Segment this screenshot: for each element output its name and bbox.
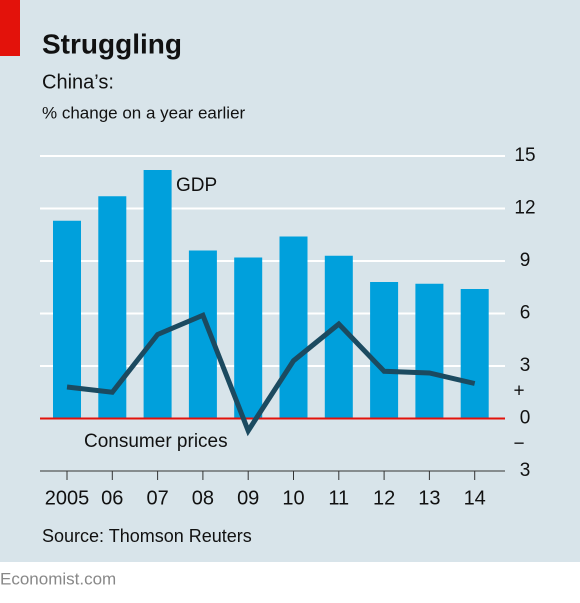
- red-tag: [0, 0, 20, 56]
- y-tick-label: 15: [514, 145, 535, 166]
- bar: [415, 283, 444, 419]
- series-label: Consumer prices: [84, 431, 228, 452]
- y-tick-label: 9: [520, 250, 531, 271]
- x-tick-label: 10: [282, 487, 304, 509]
- bar: [234, 257, 263, 419]
- y-tick-label: 12: [514, 198, 535, 219]
- bar: [98, 196, 127, 419]
- y-tick-label: 6: [520, 303, 531, 324]
- source: Source: Thomson Reuters: [42, 526, 252, 546]
- x-tick-label: 13: [418, 487, 440, 509]
- y-tick-label: 3: [520, 460, 531, 481]
- sign-label: −: [513, 434, 524, 455]
- footer: Economist.com: [0, 569, 116, 588]
- y-axis-label: % change on a year earlier: [42, 103, 246, 122]
- chart-title: Struggling: [42, 28, 182, 59]
- line: [66, 311, 476, 437]
- x-tick-label: 11: [328, 487, 349, 509]
- x-tick-label: 14: [464, 487, 486, 509]
- x-tick-label: 12: [373, 487, 395, 509]
- bar: [143, 170, 172, 419]
- footer-background: [0, 562, 580, 598]
- y-tick-label: 0: [520, 408, 531, 429]
- x-tick-label: 08: [192, 487, 214, 509]
- bar: [460, 289, 489, 419]
- series-label: GDP: [176, 175, 217, 196]
- y-tick-label: 3: [520, 355, 531, 376]
- x-tick-label: 2005: [45, 487, 90, 509]
- x-tick-label: 09: [237, 487, 259, 509]
- bar: [370, 282, 399, 419]
- x-tick-label: 06: [101, 487, 123, 509]
- bar: [53, 220, 81, 419]
- sign-label: +: [513, 381, 524, 402]
- bar: [279, 236, 308, 419]
- x-tick-label: 07: [146, 487, 168, 509]
- chart-subtitle: China’s:: [42, 71, 114, 93]
